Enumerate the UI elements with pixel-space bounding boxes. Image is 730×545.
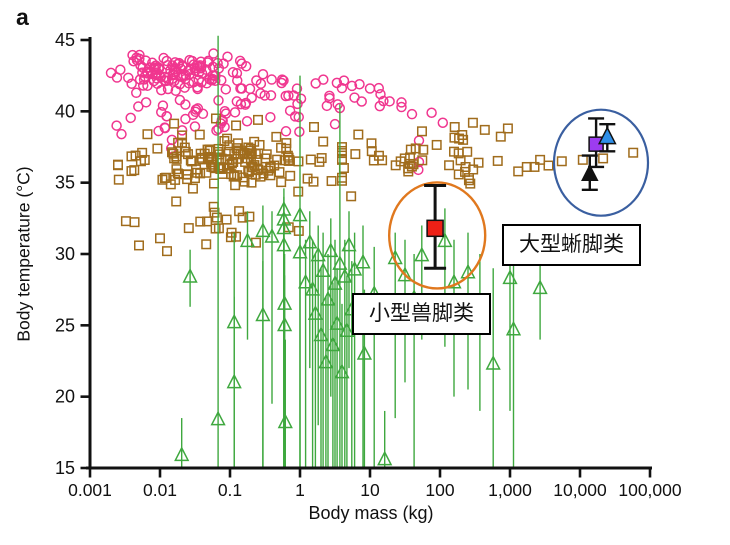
y-axis-title: Body temperature (°C) [13, 166, 34, 342]
x-tick-label: 0.001 [68, 480, 112, 500]
y-tick-label: 30 [55, 244, 75, 264]
series-sauropod-blue [597, 122, 617, 153]
axes: 15 20 25 30 35 40 45 0.001 0.01 0.1 1 10 100 1,000 10,… [55, 30, 682, 500]
x-tick-label: 0.01 [143, 480, 177, 500]
panel-label: a [16, 4, 29, 30]
y-tick-label: 45 [55, 30, 75, 50]
y-tick-label: 40 [55, 101, 75, 121]
x-axis-title: Body mass (kg) [308, 503, 434, 523]
small-theropod-ellipse [388, 181, 487, 290]
x-tick-label: 100 [425, 480, 454, 500]
y-tick-label: 35 [55, 173, 75, 193]
x-tick-label: 1,000 [488, 480, 532, 500]
series-sauropod-black [581, 154, 599, 192]
x-tick-label: 0.1 [218, 480, 242, 500]
y-tick-label: 25 [55, 315, 75, 335]
large-sauropod-label: 大型蜥脚类 [502, 224, 641, 267]
series-reptiles [174, 35, 548, 468]
y-tick-label: 20 [55, 387, 75, 407]
small-theropod-label: 小型兽脚类 [352, 293, 491, 336]
large-sauropod-ellipse [552, 108, 650, 217]
x-tick-label: 10 [360, 480, 380, 500]
x-tick-label: 100,000 [618, 480, 682, 500]
x-tick-label: 1 [295, 480, 305, 500]
series-birds [105, 48, 449, 176]
series-small-theropod [424, 184, 447, 270]
x-tick-label: 10,000 [553, 480, 607, 500]
y-tick-label: 15 [55, 458, 75, 478]
